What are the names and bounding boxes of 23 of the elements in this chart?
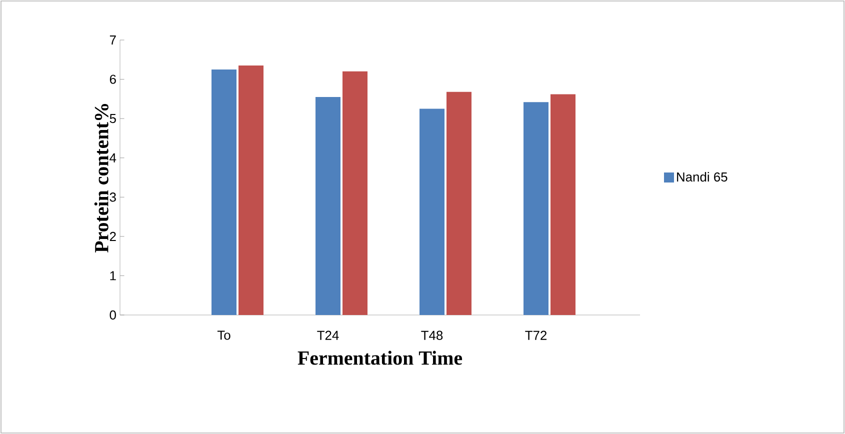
y-tick-label: 5	[110, 114, 116, 124]
bar	[238, 66, 264, 315]
y-tick-label: 4	[110, 153, 116, 162]
y-tick-label: 3	[110, 192, 116, 202]
bar	[420, 108, 445, 315]
legend-label: Nandi 65	[677, 172, 728, 182]
x-tick-label: T72	[525, 330, 547, 340]
x-axis-title: Fermentation Time	[298, 350, 462, 365]
bar	[212, 69, 236, 315]
bar	[316, 96, 341, 315]
y-tick-label: 2	[110, 232, 116, 241]
bar	[446, 92, 472, 315]
y-tick-label: 1	[110, 271, 116, 280]
bar	[550, 94, 576, 315]
bar	[342, 71, 368, 315]
y-tick-label: 6	[110, 74, 116, 84]
y-tick-label: 7	[110, 36, 116, 44]
y-axis-title: Protein content%	[94, 104, 108, 253]
bar	[524, 102, 549, 315]
x-tick-label: T48	[421, 330, 443, 340]
x-tick-label: To	[217, 330, 230, 340]
y-tick-label: 0	[110, 310, 116, 320]
x-tick-label: T24	[317, 330, 339, 340]
